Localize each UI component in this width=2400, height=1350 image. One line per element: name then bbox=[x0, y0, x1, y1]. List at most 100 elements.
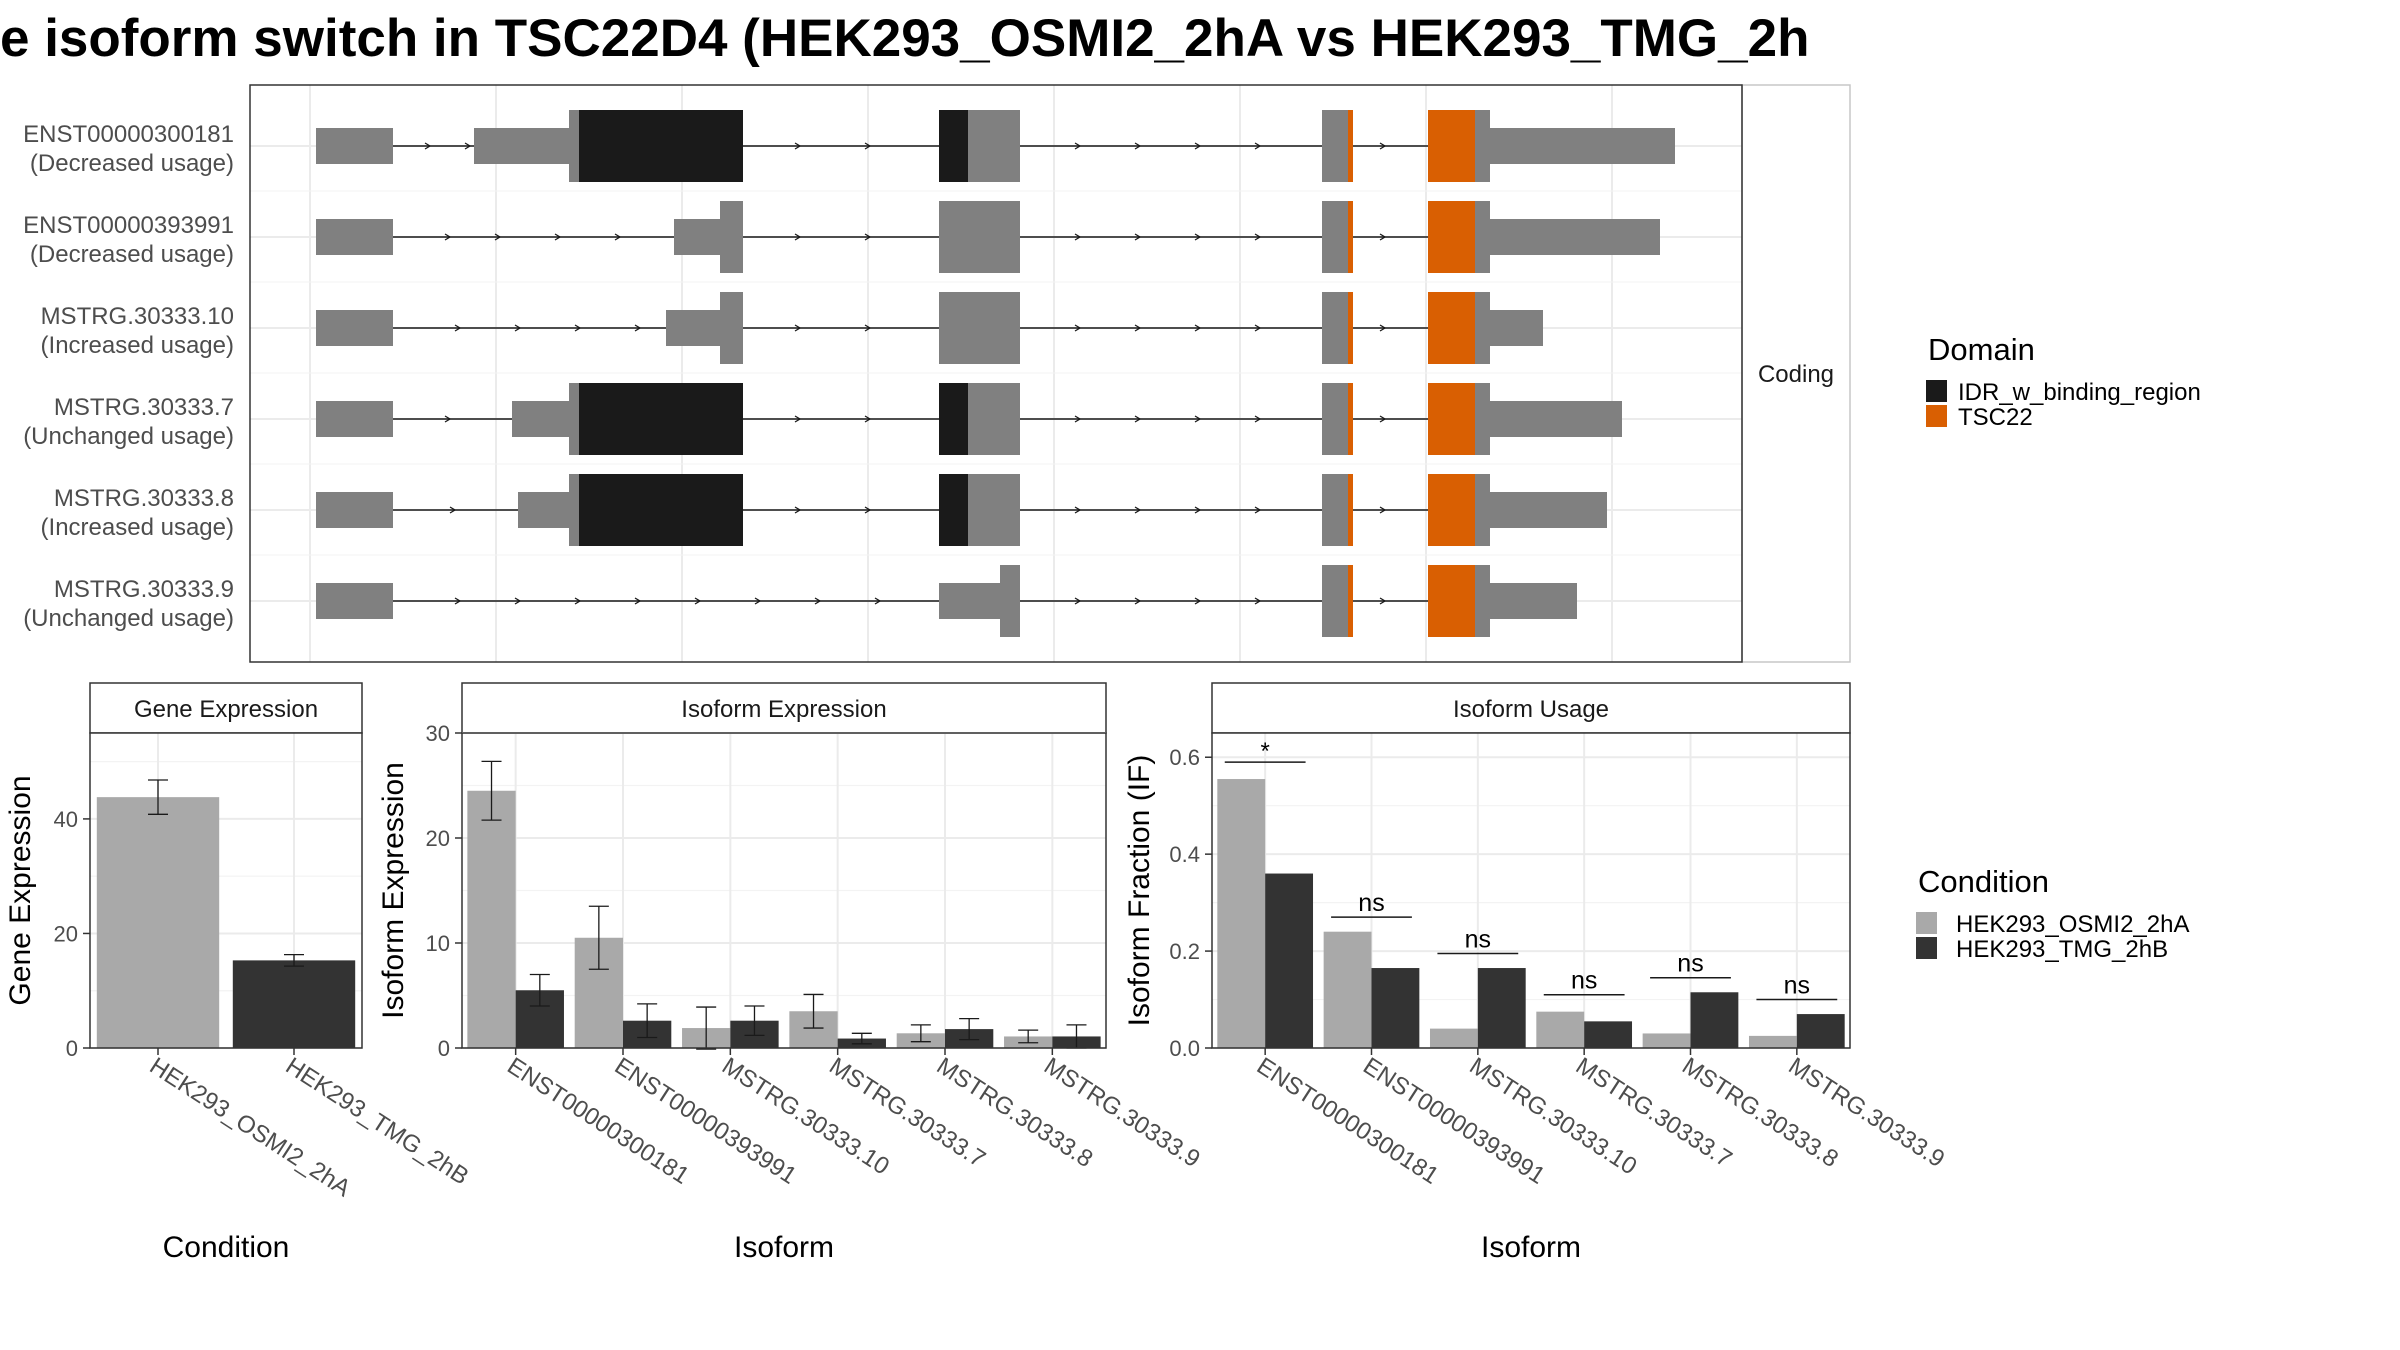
exon-ENST00000393991-2 bbox=[720, 201, 743, 273]
intron-arrow-ENST00000393991-6 bbox=[1074, 233, 1082, 241]
intron-arrow-MSTRG.30333.9-8 bbox=[1074, 597, 1082, 605]
domain-legend-title: Domain bbox=[1928, 332, 2035, 367]
panel2-xtick-label-ENST00000393991: ENST00000393991 bbox=[610, 1052, 802, 1189]
intron-arrow-MSTRG.30333.9-7 bbox=[874, 597, 882, 605]
intron-arrow-MSTRG.30333.7-0 bbox=[444, 415, 452, 423]
exon-ENST00000300181-2 bbox=[569, 110, 579, 182]
intron-arrow-MSTRG.30333.9-3 bbox=[634, 597, 642, 605]
condition-legend-swatch-1 bbox=[1916, 937, 1937, 959]
exon-MSTRG.30333.10-8 bbox=[1475, 292, 1490, 364]
isoform-sublabel-MSTRG.30333.8: (Increased usage) bbox=[41, 514, 234, 541]
panel3-bar-ENST00000300181-HEK293_OSMI2_2hA bbox=[1217, 779, 1266, 1048]
intron-arrow-ENST00000393991-10 bbox=[1379, 233, 1387, 241]
panel3-bar-MSTRG.30333.8-HEK293_TMG_2hB bbox=[1690, 992, 1739, 1048]
domain-legend-swatch-IDR_w_binding_region bbox=[1926, 380, 1947, 402]
tsc22-domain-MSTRG.30333.9-4 bbox=[1348, 565, 1353, 637]
exon-ENST00000393991-3 bbox=[939, 201, 1020, 273]
panel3-bg bbox=[1212, 733, 1850, 1048]
intron-arrow-MSTRG.30333.10-2 bbox=[574, 324, 582, 332]
intron-arrow-MSTRG.30333.10-9 bbox=[1254, 324, 1262, 332]
panel3-sig-label-4: ns bbox=[1677, 950, 1703, 978]
intron-arrow-ENST00000300181-0 bbox=[424, 142, 432, 150]
exon-MSTRG.30333.8-6 bbox=[1322, 474, 1348, 546]
tsc22-domain-MSTRG.30333.7-7 bbox=[1348, 383, 1353, 455]
exon-MSTRG.30333.9-7 bbox=[1475, 565, 1490, 637]
exon-ENST00000300181-0 bbox=[316, 128, 393, 164]
exon-MSTRG.30333.8-5 bbox=[968, 474, 1020, 546]
intron-arrow-ENST00000393991-7 bbox=[1134, 233, 1142, 241]
isoform-sublabel-ENST00000300181: (Decreased usage) bbox=[30, 150, 234, 177]
intron-arrow-ENST00000393991-5 bbox=[864, 233, 872, 241]
intron-arrow-ENST00000300181-6 bbox=[1194, 142, 1202, 150]
intron-arrow-MSTRG.30333.10-8 bbox=[1194, 324, 1202, 332]
intron-arrow-ENST00000300181-5 bbox=[1134, 142, 1142, 150]
exon-MSTRG.30333.7-6 bbox=[1322, 383, 1348, 455]
intron-arrow-MSTRG.30333.8-7 bbox=[1379, 506, 1387, 514]
panel2-ytick-label-2: 20 bbox=[426, 826, 450, 851]
panel1-bar-HEK293_OSMI2_2hA bbox=[96, 797, 220, 1048]
panel3-ylabel: Isoform Fraction (IF) bbox=[1123, 755, 1156, 1027]
structure-strip-label: Coding bbox=[1758, 361, 1834, 388]
panel2-bar-ENST00000300181-HEK293_OSMI2_2hA bbox=[467, 790, 516, 1048]
exon-MSTRG.30333.10-1 bbox=[666, 310, 720, 346]
intron-arrow-MSTRG.30333.9-0 bbox=[454, 597, 462, 605]
intron-arrow-ENST00000393991-8 bbox=[1194, 233, 1202, 241]
exon-MSTRG.30333.8-10 bbox=[1475, 474, 1490, 546]
intron-arrow-MSTRG.30333.9-4 bbox=[694, 597, 702, 605]
intron-arrow-MSTRG.30333.10-4 bbox=[794, 324, 802, 332]
exon-MSTRG.30333.7-5 bbox=[968, 383, 1020, 455]
panel2-ytick-label-0: 0 bbox=[438, 1036, 450, 1061]
exon-ENST00000300181-6 bbox=[1322, 110, 1348, 182]
tsc22-domain-MSTRG.30333.8-8 bbox=[1428, 474, 1475, 546]
intron-arrow-MSTRG.30333.9-11 bbox=[1254, 597, 1262, 605]
panel3-ytick-label-0: 0.0 bbox=[1169, 1036, 1200, 1061]
panel3-bar-MSTRG.30333.10-HEK293_OSMI2_2hA bbox=[1429, 1028, 1478, 1048]
exon-ENST00000300181-9 bbox=[1475, 128, 1675, 164]
intron-arrow-MSTRG.30333.10-10 bbox=[1379, 324, 1387, 332]
exon-MSTRG.30333.10-3 bbox=[939, 292, 1020, 364]
panel3-bar-MSTRG.30333.9-HEK293_TMG_2hB bbox=[1796, 1014, 1845, 1048]
panel3-xtick-label-ENST00000393991: ENST00000393991 bbox=[1358, 1052, 1550, 1189]
panel2-xtick-label-ENST00000300181: ENST00000300181 bbox=[502, 1052, 694, 1189]
intron-arrow-MSTRG.30333.9-6 bbox=[814, 597, 822, 605]
intron-arrow-MSTRG.30333.10-1 bbox=[514, 324, 522, 332]
exon-MSTRG.30333.10-0 bbox=[316, 310, 393, 346]
exon-MSTRG.30333.7-2 bbox=[569, 383, 579, 455]
exon-MSTRG.30333.7-1 bbox=[512, 401, 569, 437]
panel1-ytick-label-1: 20 bbox=[54, 921, 78, 946]
exon-ENST00000393991-7 bbox=[1475, 219, 1660, 255]
idr-domain-MSTRG.30333.8-4 bbox=[939, 474, 968, 546]
intron-arrow-ENST00000393991-4 bbox=[794, 233, 802, 241]
intron-arrow-ENST00000300181-2 bbox=[794, 142, 802, 150]
intron-arrow-MSTRG.30333.10-7 bbox=[1134, 324, 1142, 332]
isoform-sublabel-MSTRG.30333.9: (Unchanged usage) bbox=[23, 605, 234, 632]
intron-arrow-ENST00000393991-3 bbox=[614, 233, 622, 241]
isoform-sublabel-MSTRG.30333.7: (Unchanged usage) bbox=[23, 423, 234, 450]
panel2-border bbox=[461, 732, 1107, 1049]
domain-legend-label-TSC22: TSC22 bbox=[1958, 404, 2033, 431]
panel3-sig-label-0: * bbox=[1260, 738, 1269, 765]
panel3-sig-label-5: ns bbox=[1784, 972, 1810, 1000]
intron-arrow-ENST00000300181-7 bbox=[1254, 142, 1262, 150]
tsc22-domain-MSTRG.30333.7-8 bbox=[1428, 383, 1475, 455]
exon-ENST00000300181-10 bbox=[1475, 110, 1490, 182]
panel1-xlabel: Condition bbox=[163, 1231, 290, 1264]
panel3-bar-MSTRG.30333.8-HEK293_OSMI2_2hA bbox=[1642, 1033, 1691, 1048]
tsc22-domain-MSTRG.30333.10-6 bbox=[1428, 292, 1475, 364]
intron-arrow-ENST00000393991-1 bbox=[494, 233, 502, 241]
exon-ENST00000300181-5 bbox=[968, 110, 1020, 182]
intron-arrow-ENST00000393991-0 bbox=[444, 233, 452, 241]
isoform-label-MSTRG.30333.10: MSTRG.30333.10 bbox=[41, 303, 234, 330]
panel1-border bbox=[89, 732, 363, 1049]
exon-ENST00000393991-1 bbox=[674, 219, 720, 255]
isoform-label-ENST00000393991: ENST00000393991 bbox=[23, 212, 234, 239]
isoform-label-MSTRG.30333.8: MSTRG.30333.8 bbox=[54, 485, 234, 512]
intron-arrow-MSTRG.30333.7-6 bbox=[1254, 415, 1262, 423]
intron-arrow-MSTRG.30333.8-0 bbox=[449, 506, 457, 514]
intron-arrow-MSTRG.30333.8-2 bbox=[864, 506, 872, 514]
chart-title: e isoform switch in TSC22D4 (HEK293_OSMI… bbox=[0, 9, 1810, 68]
panel3-xtick-label-ENST00000300181: ENST00000300181 bbox=[1252, 1052, 1444, 1189]
intron-arrow-MSTRG.30333.8-4 bbox=[1134, 506, 1142, 514]
panel1-bar-HEK293_TMG_2hB bbox=[232, 960, 356, 1048]
